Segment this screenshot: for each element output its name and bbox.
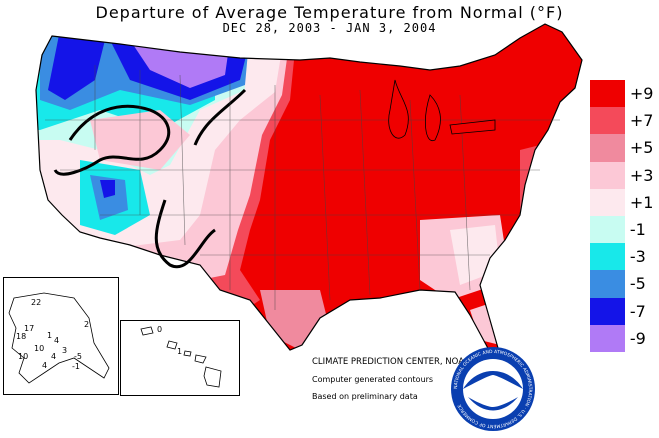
legend-item: +5 [590,134,655,162]
logo-text: NOAA [475,383,511,396]
alaska-value: -5 [74,352,82,361]
legend-label: -7 [629,301,646,321]
legend-item: -5 [590,270,655,298]
alaska-value: 4 [51,352,57,361]
credit-center: CLIMATE PREDICTION CENTER, NOAA [312,357,471,367]
alaska-value: 18 [16,332,27,341]
alaska-value: -1 [72,362,80,371]
alaska-value: 1 [47,331,53,340]
hawaii-inset: 0 1 [120,320,240,396]
legend-swatch [590,80,625,108]
legend-swatch [590,188,625,216]
legend-label: -3 [629,247,646,267]
legend-item: +1 [590,188,655,216]
legend-item: +9 [590,80,655,108]
temperature-legend: +9 +7 +5 +3 +1 -1 -3 -5 -7 -9 [590,80,655,352]
legend-swatch [590,324,625,352]
credit-contours: Computer generated contours [312,375,434,384]
map-title: Departure of Average Temperature from No… [95,3,564,22]
hawaii-value: 1 [177,347,183,356]
legend-label: +1 [629,192,654,212]
alaska-value: 4 [54,336,60,345]
legend-swatch [590,215,625,244]
alaska-value: 4 [42,361,48,370]
legend-label: -5 [629,274,646,294]
legend-item: +3 [590,161,655,189]
legend-label: +5 [629,138,654,158]
legend-item: -1 [590,215,655,244]
legend-item: +7 [590,107,655,135]
alaska-outline [8,292,110,384]
alaska-value: 10 [34,344,45,353]
alaska-value: 22 [31,298,42,307]
hawaii-value: 0 [157,325,163,334]
alaska-value: 2 [84,320,90,329]
legend-swatch [590,134,625,162]
legend-label: -9 [629,328,646,348]
alaska-inset: 22 2 17 1 18 4 10 10 3 4 -5 4 -1 [3,277,119,395]
hawaii-outline [140,326,222,388]
alaska-value: 3 [62,346,68,355]
legend-swatch [590,161,625,189]
credit-preliminary: Based on preliminary data [312,392,418,401]
legend-swatch [590,243,625,271]
legend-swatch [590,107,625,135]
legend-label: -1 [629,220,646,240]
noaa-logo: NOAA NATIONAL OCEANIC AND ATMOSPHERIC AD… [448,345,538,438]
alaska-value: 10 [18,352,29,361]
legend-label: +9 [629,84,654,104]
date-range: DEC 28, 2003 - JAN 3, 2004 [222,21,437,35]
legend-item: -9 [590,324,655,352]
legend-label: +7 [629,111,654,131]
legend-label: +3 [629,165,654,185]
alaska-value: 17 [24,324,35,333]
legend-item: -3 [590,243,655,271]
legend-item: -7 [590,297,655,325]
legend-swatch [590,270,625,298]
legend-swatch [590,297,625,325]
